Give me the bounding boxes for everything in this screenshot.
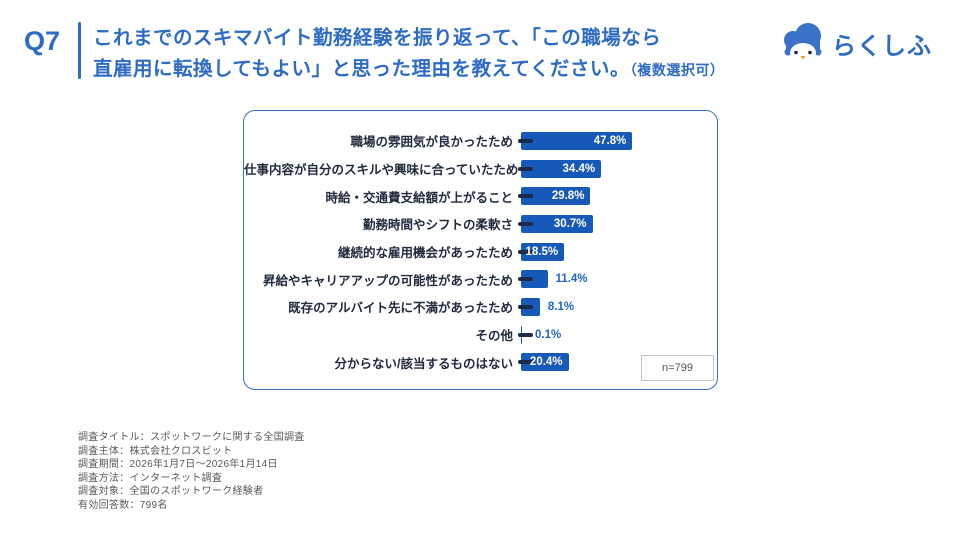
survey-note-line: 有効回答数：799名	[78, 499, 168, 511]
chart-row: 昇給やキャリアアップの可能性があったため 11.4%	[244, 265, 717, 293]
title-divider	[78, 22, 81, 79]
survey-note-line: 調査方法：インターネット調査	[78, 472, 223, 484]
axis-tick	[518, 166, 533, 171]
category-label: 昇給やキャリアアップの可能性があったため	[262, 273, 513, 288]
value-label: 8.1%	[547, 300, 575, 313]
bar-area: 29.8%	[518, 187, 717, 206]
category-label: 継続的な雇用機会があったため	[337, 246, 513, 261]
value-label: 0.1%	[535, 328, 562, 341]
survey-note-line: 調査主体：株式会社クロスビット	[78, 445, 233, 457]
chart-row: 仕事内容が自分のスキルや興味に合っていたため 34.4%	[244, 155, 717, 183]
axis-tick	[518, 332, 533, 337]
bar-area: 34.4%	[518, 159, 717, 178]
bar	[521, 270, 548, 289]
bar-area: 8.1%	[518, 297, 717, 316]
question-number: Q7	[24, 26, 61, 56]
bar	[521, 131, 633, 150]
value-label: 20.4%	[529, 356, 563, 369]
bar-area: 11.4%	[518, 270, 717, 289]
chart-row: 勤務時間やシフトの柔軟さ 30.7%	[244, 210, 717, 238]
chart-rows: 職場の雰囲気が良かったため 47.8% 仕事内容が自分のスキルや興味に合っていたため…	[244, 127, 717, 376]
value-label: 47.8%	[593, 134, 627, 147]
axis-tick	[518, 194, 533, 199]
chart-row: 既存のアルバイト先に不満があったため 8.1%	[244, 293, 717, 321]
bar	[521, 242, 565, 261]
axis-tick	[518, 138, 533, 143]
title-line-1: これまでのスキマバイト勤務経験を振り返って、「この職場なら	[93, 27, 662, 49]
survey-note-line: 調査タイトル：スポットワークに関する全国調査	[78, 432, 305, 443]
rakushifu-logo: らくしふ	[781, 22, 932, 64]
survey-notes: 調査タイトル：スポットワークに関する全国調査 調査主体：株式会社クロスビット 調…	[78, 431, 305, 513]
survey-note-line: 調査期間：2026年1月7日～2026年1月14日	[78, 459, 278, 471]
survey-note-line: 調査対象：全国のスポットワーク経験者	[78, 486, 264, 498]
axis-tick	[518, 221, 533, 226]
category-label: 仕事内容が自分のスキルや興味に合っていたため	[244, 163, 519, 178]
axis-tick	[518, 249, 533, 254]
bar-area: 18.5%	[518, 242, 717, 261]
category-label: 時給・交通費支給額が上がること	[325, 190, 513, 205]
rakushifu-mascot-icon	[784, 23, 822, 63]
chart-row: その他 0.1%	[244, 321, 717, 349]
bar-area: 30.7%	[518, 214, 717, 233]
bar-area: 20.4%	[518, 353, 717, 372]
category-label: 勤務時間やシフトの柔軟さ	[362, 218, 513, 233]
chart-row: 継続的な雇用機会があったため 18.5%	[244, 238, 717, 266]
title-line-2: 直雇用に転換してもよい」と思った理由を教えてください。	[93, 58, 630, 80]
category-label: その他	[475, 329, 513, 344]
value-label: 30.7%	[553, 217, 587, 230]
value-label: 18.5%	[525, 245, 559, 258]
bar	[521, 159, 602, 178]
logo-text: らくしふ	[832, 32, 932, 60]
category-label: 職場の雰囲気が良かったため	[350, 135, 513, 150]
bar	[521, 214, 593, 233]
value-label: 11.4%	[555, 273, 588, 286]
category-label: 既存のアルバイト先に不満があったため	[288, 301, 513, 316]
chart-panel: 職場の雰囲気が良かったため 47.8% 仕事内容が自分のスキルや興味に合っていたため…	[243, 110, 718, 390]
question-title: これまでのスキマバイト勤務経験を振り返って、「この職場なら 直雇用に転換してもよ…	[93, 23, 733, 86]
bar	[521, 187, 591, 206]
value-label: 29.8%	[551, 190, 585, 203]
value-label: 34.4%	[562, 162, 596, 175]
bar-area: 47.8%	[518, 131, 717, 150]
axis-tick	[518, 304, 533, 309]
chart-row: 分からない/該当するものはない 20.4%	[244, 349, 717, 377]
axis-tick	[518, 277, 533, 282]
title-line-2-wrap: 直雇用に転換してもよい」と思った理由を教えてください。（複数選択可）	[93, 54, 733, 86]
title-note: （複数選択可）	[629, 62, 725, 78]
category-label: 分からない/該当するものはない	[334, 356, 513, 371]
chart-row: 時給・交通費支給額が上がること 29.8%	[244, 182, 717, 210]
sample-size-badge: n=799	[641, 355, 714, 381]
bar	[521, 353, 569, 372]
chart-row: 職場の雰囲気が良かったため 47.8%	[244, 127, 717, 155]
bar-area: 0.1%	[518, 325, 717, 344]
axis-tick	[518, 360, 533, 365]
